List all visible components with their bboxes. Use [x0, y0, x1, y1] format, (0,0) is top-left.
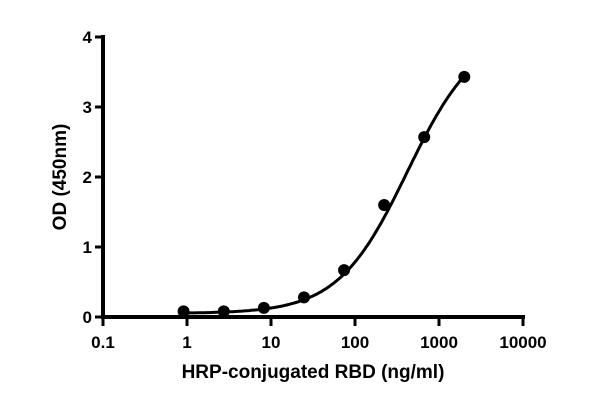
- y-axis-ticks: 0 1 2 3 4: [83, 28, 103, 327]
- y-tick-label: 0: [83, 308, 92, 327]
- y-tick-label: 4: [83, 28, 93, 47]
- data-points: [177, 70, 471, 318]
- data-point: [378, 199, 391, 211]
- x-tick-label: 10: [262, 333, 281, 352]
- y-axis-title: OD (450nm): [50, 124, 71, 231]
- x-tick-label: 100: [341, 333, 369, 352]
- x-axis-ticks: 0.1 1 10 100 1000 10000: [91, 317, 547, 352]
- fit-curve: [183, 75, 466, 315]
- fit-curve-path: [183, 75, 466, 315]
- x-tick-label: 1: [182, 333, 191, 352]
- y-tick-label: 2: [83, 168, 92, 187]
- data-point: [297, 291, 310, 304]
- x-tick-label: 1000: [420, 333, 458, 352]
- data-point: [217, 305, 230, 318]
- y-tick-label: 3: [83, 98, 92, 117]
- data-point: [458, 70, 471, 83]
- x-axis-title: HRP-conjugated RBD (ng/ml): [182, 362, 445, 383]
- data-point: [177, 305, 190, 318]
- x-tick-label: 0.1: [91, 333, 115, 352]
- y-tick-label: 1: [83, 238, 92, 257]
- data-point: [257, 301, 270, 314]
- data-point: [338, 264, 351, 277]
- x-tick-label: 10000: [499, 333, 546, 352]
- data-point: [418, 131, 431, 144]
